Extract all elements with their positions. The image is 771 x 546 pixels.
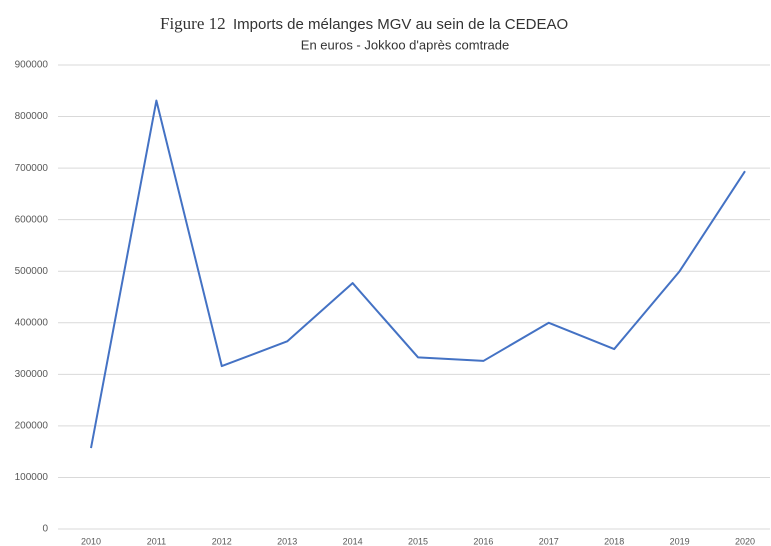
x-tick-label: 2010	[81, 536, 101, 546]
chart-title: Imports de mélanges MGV au sein de la CE…	[233, 16, 568, 33]
y-tick-label: 900000	[15, 60, 49, 71]
line-series	[90, 99, 746, 449]
x-tick-label: 2014	[343, 536, 363, 546]
x-tick-label: 2016	[473, 536, 493, 546]
x-tick-label: 2015	[408, 536, 428, 546]
y-tick-label: 700000	[15, 163, 49, 174]
x-tick-label: 2017	[539, 536, 559, 546]
x-tick-label: 2018	[604, 536, 624, 546]
y-tick-label: 100000	[15, 472, 49, 483]
y-tick-label: 400000	[15, 317, 49, 328]
x-tick-label: 2020	[735, 536, 755, 546]
y-tick-label: 200000	[15, 421, 49, 432]
x-tick-label: 2011	[147, 536, 166, 546]
figure-label: Figure 12	[160, 14, 226, 33]
y-tick-label: 300000	[15, 369, 49, 380]
y-tick-label: 500000	[15, 266, 49, 277]
y-tick-label: 800000	[15, 111, 49, 122]
y-tick-label: 0	[42, 524, 48, 535]
y-tick-label: 600000	[15, 214, 49, 225]
x-tick-label: 2012	[212, 536, 232, 546]
x-tick-label: 2013	[277, 536, 297, 546]
chart-subtitle: En euros - Jokkoo d'après comtrade	[301, 37, 509, 52]
x-tick-label: 2019	[670, 536, 690, 546]
